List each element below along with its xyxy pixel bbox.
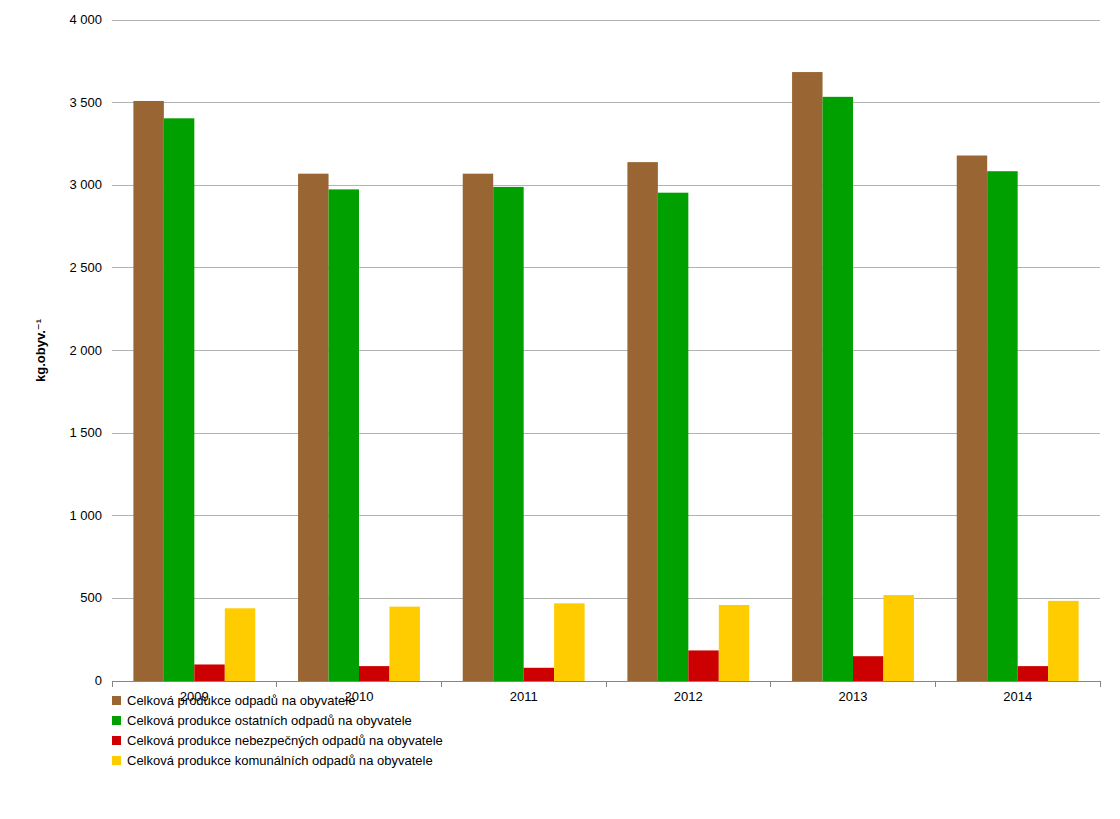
bar: [627, 162, 657, 681]
chart: 0 500 1 000 1 500 2 000 2 500 3 000 3 500 4 000 2…: [0, 0, 1120, 819]
grid-line: [112, 102, 1100, 103]
y-axis-label: kg.obyv.⁻¹: [33, 319, 48, 382]
bar: [493, 187, 523, 681]
legend-swatch: [112, 696, 121, 705]
y-tick-label: 500: [80, 590, 102, 605]
y-tick-label: 0: [95, 673, 102, 688]
bar: [329, 189, 359, 681]
legend-label: Celková produkce komunálních odpadů na o…: [127, 753, 433, 768]
bar: [719, 605, 749, 681]
bar: [823, 97, 853, 681]
bar: [883, 595, 913, 681]
grid-line: [112, 20, 1100, 21]
legend-label: Celková produkce nebezpečných odpadů na …: [127, 733, 443, 748]
bars: [133, 72, 1078, 681]
grid: [112, 20, 1100, 681]
x-tick-label: 2014: [1003, 689, 1032, 704]
legend-swatch: [112, 716, 121, 725]
grid-line: [112, 267, 1100, 268]
x-tick-label: 2013: [839, 689, 868, 704]
y-tick-label: 4 000: [69, 12, 102, 27]
bar: [853, 656, 883, 681]
y-tick-label: 2 000: [69, 343, 102, 358]
bar: [194, 664, 224, 681]
bar: [389, 607, 419, 681]
grid-line: [112, 185, 1100, 186]
bar: [658, 193, 688, 681]
bar: [463, 174, 493, 681]
bar: [164, 118, 194, 681]
bar: [524, 668, 554, 681]
legend: Celková produkce odpadů na obyvatele Celk…: [112, 693, 443, 768]
grid-line: [112, 515, 1100, 516]
bar: [1048, 601, 1078, 681]
grid-line: [112, 433, 1100, 434]
y-tick-label: 3 500: [69, 95, 102, 110]
category-separator: [770, 681, 771, 687]
bar: [225, 608, 255, 681]
bar: [957, 156, 987, 681]
category-separator: [935, 681, 936, 687]
y-tick-label: 1 000: [69, 508, 102, 523]
legend-swatch: [112, 736, 121, 745]
bar: [987, 171, 1017, 681]
bar: [1018, 666, 1048, 681]
y-tick-label: 1 500: [69, 425, 102, 440]
x-tick-label: 2012: [674, 689, 703, 704]
legend-label: Celková produkce ostatních odpadů na oby…: [127, 713, 412, 728]
category-separator: [112, 681, 113, 687]
y-tick-label: 3 000: [69, 177, 102, 192]
grid-line: [112, 598, 1100, 599]
bar: [792, 72, 822, 681]
bar: [359, 666, 389, 681]
legend-label: Celková produkce odpadů na obyvatele: [127, 693, 355, 708]
category-separator: [606, 681, 607, 687]
y-tick-label: 2 500: [69, 260, 102, 275]
category-separator: [441, 681, 442, 687]
category-separator: [1100, 681, 1101, 687]
bar: [298, 174, 328, 681]
x-tick-label: 2011: [510, 689, 538, 704]
bar: [554, 603, 584, 681]
bar: [688, 650, 718, 681]
legend-swatch: [112, 756, 121, 765]
grid-line: [112, 350, 1100, 351]
bar: [133, 101, 163, 681]
category-separator: [276, 681, 277, 687]
